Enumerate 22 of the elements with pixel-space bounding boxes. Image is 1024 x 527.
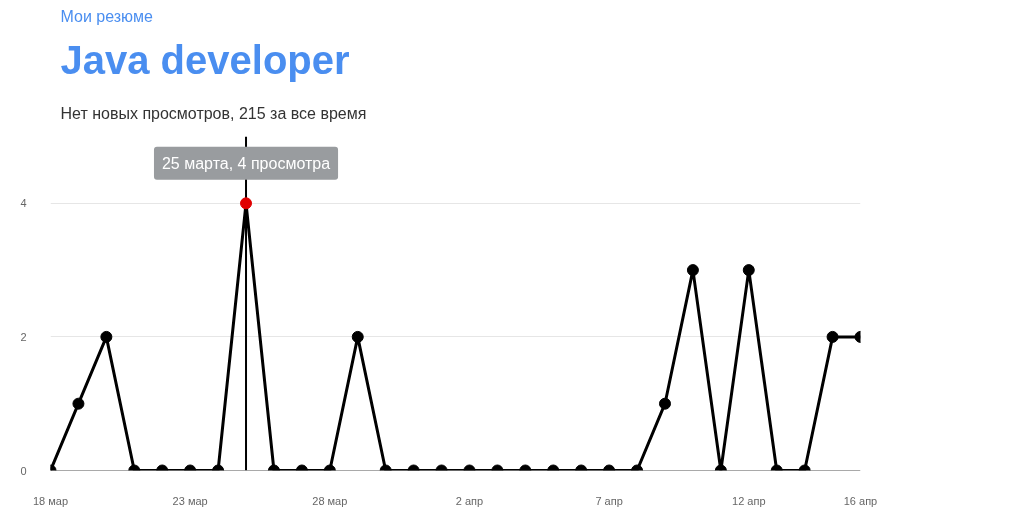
point: [351, 330, 364, 343]
point: [72, 397, 85, 410]
point: [100, 330, 113, 343]
text: Мои резюме: [60, 7, 153, 25]
y-tick-label: 4: [20, 197, 27, 210]
chart-title: Java developer: [60, 37, 350, 82]
x-tick-label: 2 апр: [455, 494, 484, 507]
x-tick-label: 23 мар: [172, 494, 208, 507]
point: [826, 330, 839, 343]
chart-subtitle: Нет новых просмотров, 215 за все время: [60, 104, 367, 122]
y-tick-label: 0: [20, 464, 27, 477]
x-tick-label: 28 мар: [312, 494, 348, 507]
point: [742, 264, 755, 277]
x-tick-label: 12 апр: [732, 494, 766, 507]
x-tick-label: 16 апр: [843, 494, 878, 507]
x-tick-label: 7 апр: [595, 494, 623, 507]
point: [658, 397, 671, 410]
x-tick-label: 18 мар: [32, 494, 69, 507]
y-tick-label: 2: [20, 330, 27, 343]
point: [686, 264, 699, 277]
point: [240, 197, 253, 210]
annotation: 25 марта, 4 просмотра: [161, 154, 331, 172]
